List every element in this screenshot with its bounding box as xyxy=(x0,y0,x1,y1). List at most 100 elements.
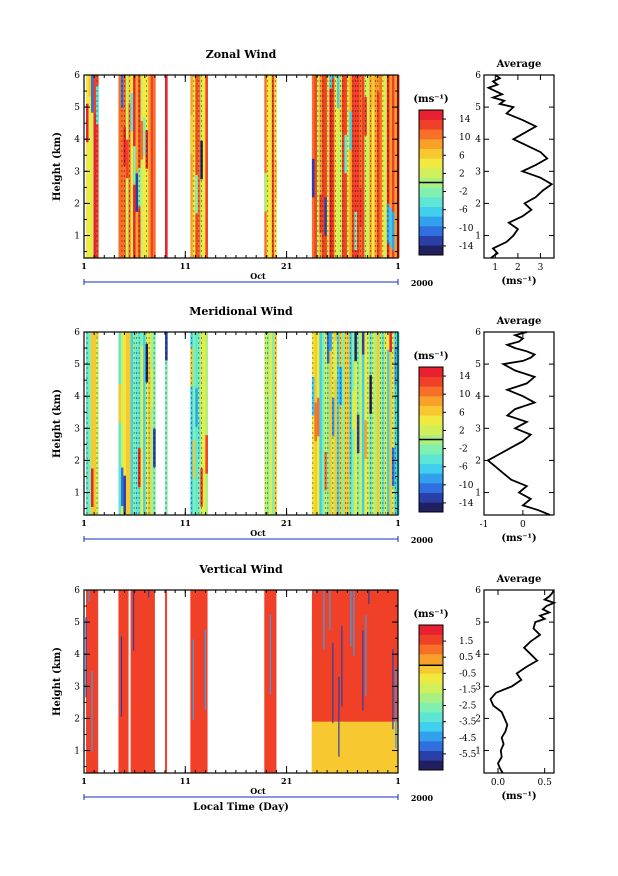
data-column xyxy=(376,332,380,515)
data-column xyxy=(336,75,340,258)
colorbar-swatch xyxy=(419,673,443,684)
average-title: Average xyxy=(496,574,542,585)
data-column xyxy=(138,332,141,515)
data-column xyxy=(389,75,393,258)
data-column xyxy=(91,332,94,515)
data-column xyxy=(148,332,151,515)
colorbar-swatch xyxy=(419,760,443,771)
data-patch xyxy=(138,448,141,487)
data-patch xyxy=(266,357,270,397)
colorbar-swatch xyxy=(419,625,443,635)
data-patch xyxy=(314,402,318,442)
data-patch xyxy=(334,340,338,380)
colorbar-swatch xyxy=(419,367,443,377)
data-column xyxy=(376,75,380,258)
data-patch xyxy=(88,75,92,97)
colorbar-swatch xyxy=(419,119,443,130)
data-column xyxy=(190,75,193,258)
average-y-tick-label: 4 xyxy=(475,650,481,660)
data-patch xyxy=(148,332,151,358)
data-column xyxy=(153,75,156,258)
colorbar-tick-label: -14 xyxy=(459,499,474,509)
average-title: Average xyxy=(496,59,542,70)
data-patch xyxy=(118,384,122,423)
data-column xyxy=(311,332,315,515)
data-column xyxy=(197,75,201,258)
average-y-tick-label: 6 xyxy=(475,71,481,81)
month-label: Oct xyxy=(250,786,266,796)
colorbar-tick-label: -5.5 xyxy=(459,750,477,760)
x-tick-label: 1 xyxy=(395,518,401,528)
y-tick-label: 3 xyxy=(74,167,80,177)
data-column xyxy=(339,332,343,515)
data-block-fill xyxy=(118,590,129,773)
data-column xyxy=(205,332,208,515)
average-title: Average xyxy=(496,316,542,327)
data-patch xyxy=(192,440,196,479)
data-column xyxy=(140,332,144,515)
data-column xyxy=(264,332,267,515)
colorbar-unit: (ms⁻¹) xyxy=(413,351,448,362)
data-column xyxy=(361,332,365,515)
colorbar-swatch xyxy=(419,473,443,484)
year-label: 2000 xyxy=(411,793,434,803)
average-y-tick-label: 2 xyxy=(475,199,481,209)
data-column xyxy=(135,75,139,258)
data-block xyxy=(264,332,277,515)
data-patch xyxy=(324,451,328,491)
x-tick-label: 11 xyxy=(180,261,191,271)
average-y-tick-label: 5 xyxy=(475,103,481,113)
data-patch xyxy=(384,332,388,353)
data-column xyxy=(118,75,122,258)
data-patch xyxy=(386,203,390,243)
data-column xyxy=(349,332,353,515)
colorbar-tick-label: -2 xyxy=(459,188,468,198)
data-patch xyxy=(364,420,368,459)
data-column xyxy=(165,75,168,258)
data-patch xyxy=(391,211,395,251)
data-column xyxy=(271,75,275,258)
data-patch xyxy=(331,397,335,437)
data-block xyxy=(85,590,99,773)
data-block xyxy=(130,590,155,773)
colorbar-swatch xyxy=(419,187,443,198)
data-patch xyxy=(91,75,94,113)
average-panel: Average 1 2 3 4 5 6 0.0 0.5(ms⁻¹) xyxy=(475,574,557,802)
average-y-tick-label: 1 xyxy=(475,747,481,757)
data-column xyxy=(145,332,149,515)
data-patch xyxy=(394,346,398,386)
data-patch xyxy=(386,332,390,350)
colorbar-swatch xyxy=(419,226,443,236)
data-patch xyxy=(153,428,156,468)
x-tick-label: 11 xyxy=(180,518,191,528)
data-patch xyxy=(391,447,395,487)
data-column xyxy=(271,332,275,515)
average-frame xyxy=(483,589,555,774)
data-column xyxy=(359,75,363,258)
data-block xyxy=(165,590,168,773)
data-column xyxy=(96,75,99,258)
x-tick-label: 21 xyxy=(281,776,292,786)
data-patch xyxy=(371,75,375,108)
average-x-label: (ms⁻¹) xyxy=(501,533,536,544)
data-column xyxy=(266,332,270,515)
data-column xyxy=(394,332,398,515)
data-block xyxy=(130,75,156,258)
data-column xyxy=(339,75,343,258)
colorbar-tick-label: -3.5 xyxy=(459,718,477,728)
data-column xyxy=(135,332,139,515)
data-block xyxy=(86,332,99,515)
y-tick-label: 1 xyxy=(74,489,80,499)
panel-title: Vertical Wind xyxy=(198,563,283,576)
plot-frame xyxy=(83,74,399,259)
data-column xyxy=(266,75,270,258)
average-x-tick-label: 2 xyxy=(515,263,521,273)
colorbar-tick-label: -0.5 xyxy=(459,669,477,679)
data-column xyxy=(125,332,129,515)
colorbar-swatch xyxy=(419,158,443,169)
colorbar-swatch xyxy=(419,206,443,217)
colorbar-swatch xyxy=(419,376,443,387)
data-column xyxy=(86,332,89,515)
x-tick-label: 21 xyxy=(281,518,292,528)
colorbar-swatch xyxy=(419,235,443,246)
